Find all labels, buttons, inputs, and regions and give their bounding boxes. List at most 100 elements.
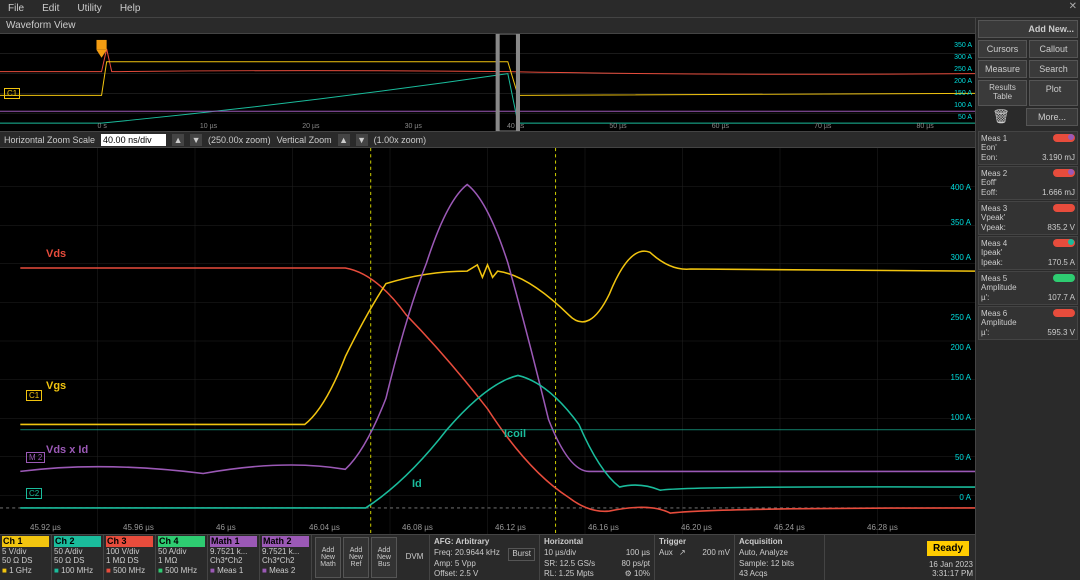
acq-count: 43 Acqs — [739, 569, 820, 579]
add-new-button[interactable]: Add New... — [978, 20, 1078, 38]
zoom-h-down[interactable]: ▼ — [190, 134, 202, 146]
meas-value: 107.7 A — [1048, 293, 1075, 302]
channel-bw: ■ 500 MHz — [106, 566, 153, 576]
measurement-box[interactable]: Meas 2 Eoff' Eoff:1.666 mJ — [978, 166, 1078, 200]
main-ytick: 100 A — [951, 413, 971, 422]
overview-plot[interactable]: 0 s10 µs20 µs30 µs40 µs50 µs60 µs70 µs80… — [0, 34, 975, 132]
main-xtick: 46.20 µs — [681, 523, 712, 532]
measure-button[interactable]: Measure — [978, 60, 1027, 78]
main-ytick: 300 A — [951, 253, 971, 262]
main-ytick: 200 A — [951, 343, 971, 352]
menu-edit[interactable]: Edit — [42, 3, 59, 14]
horizontal-panel[interactable]: Horizontal 10 µs/div100 µs SR: 12.5 GS/s… — [540, 535, 655, 580]
meas-name: Meas 4 — [981, 239, 1007, 248]
search-button[interactable]: Search — [1029, 60, 1078, 78]
channel-box[interactable]: Ch 4 50 A/div 1 MΩ ■ 500 MHz — [156, 535, 208, 580]
zoom-v-down[interactable]: ▼ — [356, 134, 368, 146]
meas-vlabel: Eoff: — [981, 188, 997, 197]
add-new-math-button[interactable]: Add New Math — [315, 537, 341, 578]
overview-xtick: 80 µs — [917, 123, 934, 130]
zoom-label-vert: Vertical Zoom — [277, 135, 332, 145]
channel-scale: 5 V/div — [2, 547, 49, 557]
trigger-panel[interactable]: Trigger Aux ↗ 200 mV — [655, 535, 735, 580]
measurement-box[interactable]: Meas 1 Eon' Eon:3.190 mJ — [978, 131, 1078, 165]
meas-label: Ipeak' — [981, 248, 1075, 257]
waveform-view-title: Waveform View — [0, 18, 975, 34]
measurement-box[interactable]: Meas 3 Vpeak' Vpeak:835.2 V — [978, 201, 1078, 235]
main-ytick: 250 A — [951, 313, 971, 322]
meas-value: 835.2 V — [1047, 223, 1075, 232]
channel-box[interactable]: Math 1 9.7521 k... Ch3*Ch2 ■ Meas 1 — [208, 535, 260, 580]
trash-icon[interactable]: 🗑 — [978, 108, 1024, 126]
menu-help[interactable]: Help — [120, 3, 141, 14]
zoom-hscale-factor: (250.00x zoom) — [208, 135, 271, 145]
acq-mode: Auto, Analyze — [739, 548, 820, 558]
channel-box[interactable]: Ch 3 100 V/div 1 MΩ DS ■ 500 MHz — [104, 535, 156, 580]
trigger-src: Aux ↗ 200 mV — [659, 548, 730, 558]
meas-value: 1.666 mJ — [1042, 188, 1075, 197]
meas-label: Amplitude — [981, 283, 1075, 292]
zoom-bar: Horizontal Zoom Scale ▲ ▼ (250.00x zoom)… — [0, 132, 975, 148]
menu-file[interactable]: File — [8, 3, 24, 14]
main-plot[interactable]: VdsVgsVds x IdIcoilId C1M 2C2 400 A350 A… — [0, 148, 975, 534]
more-button[interactable]: More... — [1026, 108, 1078, 126]
dvm-button[interactable]: DVM — [400, 535, 430, 580]
channel-bw: ■ 100 MHz — [54, 566, 101, 576]
overview-xtick: 70 µs — [814, 123, 831, 130]
measurement-box[interactable]: Meas 6 Amplitude µ':595.3 V — [978, 306, 1078, 340]
meas-badge — [1053, 204, 1075, 212]
channel-coupling: 50 Ω DS — [2, 556, 49, 566]
overview-xtick: 30 µs — [405, 123, 422, 130]
afg-panel[interactable]: AFG: Arbitrary Freq: 20.9644 kHz Burst A… — [430, 535, 540, 580]
zoom-hscale-input[interactable] — [101, 134, 166, 146]
main-ytick: 350 A — [951, 218, 971, 227]
channel-badge-c1: C1 — [26, 390, 42, 401]
add-new-bus-button[interactable]: Add New Bus — [371, 537, 397, 578]
burst-button[interactable]: Burst — [508, 548, 535, 560]
main-xtick: 46.12 µs — [495, 523, 526, 532]
callout-button[interactable]: Callout — [1029, 40, 1078, 58]
overview-ytick: 300 A — [954, 54, 972, 61]
zoom-close[interactable]: ✕ — [1069, 1, 1077, 12]
results-table-button[interactable]: Results Table — [978, 80, 1027, 106]
horiz-header: Horizontal — [544, 537, 650, 547]
meas-value: 170.5 A — [1048, 258, 1075, 267]
meas-vlabel: Ipeak: — [981, 258, 1003, 267]
main-xtick: 46.16 µs — [588, 523, 619, 532]
horiz-sr: SR: 12.5 GS/s80 ps/pt — [544, 559, 650, 569]
overview-xtick: 20 µs — [302, 123, 319, 130]
channel-box[interactable]: Ch 2 50 A/div 50 Ω DS ■ 100 MHz — [52, 535, 104, 580]
plot-button[interactable]: Plot — [1029, 80, 1078, 106]
main-xtick: 46.08 µs — [402, 523, 433, 532]
meas-label: Vpeak' — [981, 213, 1075, 222]
measurement-box[interactable]: Meas 4 Ipeak' Ipeak: 170.5 A — [978, 236, 1078, 270]
main-ytick: 150 A — [951, 373, 971, 382]
menu-utility[interactable]: Utility — [77, 3, 101, 14]
measurement-box[interactable]: Meas 5 Amplitude µ':107.7 A — [978, 271, 1078, 305]
channel-header: Math 2 — [262, 536, 309, 547]
horiz-scale: 10 µs/div100 µs — [544, 548, 650, 558]
overview-xtick: 10 µs — [200, 123, 217, 130]
cursors-button[interactable]: Cursors — [978, 40, 1027, 58]
ready-button[interactable]: Ready — [927, 541, 969, 556]
channel-coupling: 1 MΩ — [158, 556, 205, 566]
channel-box[interactable]: Math 2 9.7521 k... Ch3*Ch2 ■ Meas 2 — [260, 535, 312, 580]
meas-name: Meas 1 — [981, 134, 1007, 143]
meas-value: 595.3 V — [1047, 328, 1075, 337]
overview-xtick: 50 µs — [609, 123, 626, 130]
overview-ytick: 100 A — [954, 102, 972, 109]
zoom-v-up[interactable]: ▲ — [338, 134, 350, 146]
overview-xtick: 40 µs — [507, 123, 524, 130]
overview-ytick: 50 A — [958, 114, 972, 121]
waveform-label-id: Id — [412, 478, 422, 490]
channel-box[interactable]: Ch 1 5 V/div 50 Ω DS ■ 1 GHz — [0, 535, 52, 580]
zoom-h-up[interactable]: ▲ — [172, 134, 184, 146]
channel-coupling: Ch3*Ch2 — [210, 556, 257, 566]
meas-vlabel: Vpeak: — [981, 223, 1006, 232]
add-new-ref-button[interactable]: Add New Ref — [343, 537, 369, 578]
channel-coupling: Ch3*Ch2 — [262, 556, 309, 566]
channel-badge-m2: M 2 — [26, 452, 45, 463]
overview-badge-c1: C1 — [4, 88, 20, 99]
acquisition-panel[interactable]: Acquisition Auto, Analyze Sample: 12 bit… — [735, 535, 825, 580]
afg-header: AFG: Arbitrary — [434, 537, 535, 547]
